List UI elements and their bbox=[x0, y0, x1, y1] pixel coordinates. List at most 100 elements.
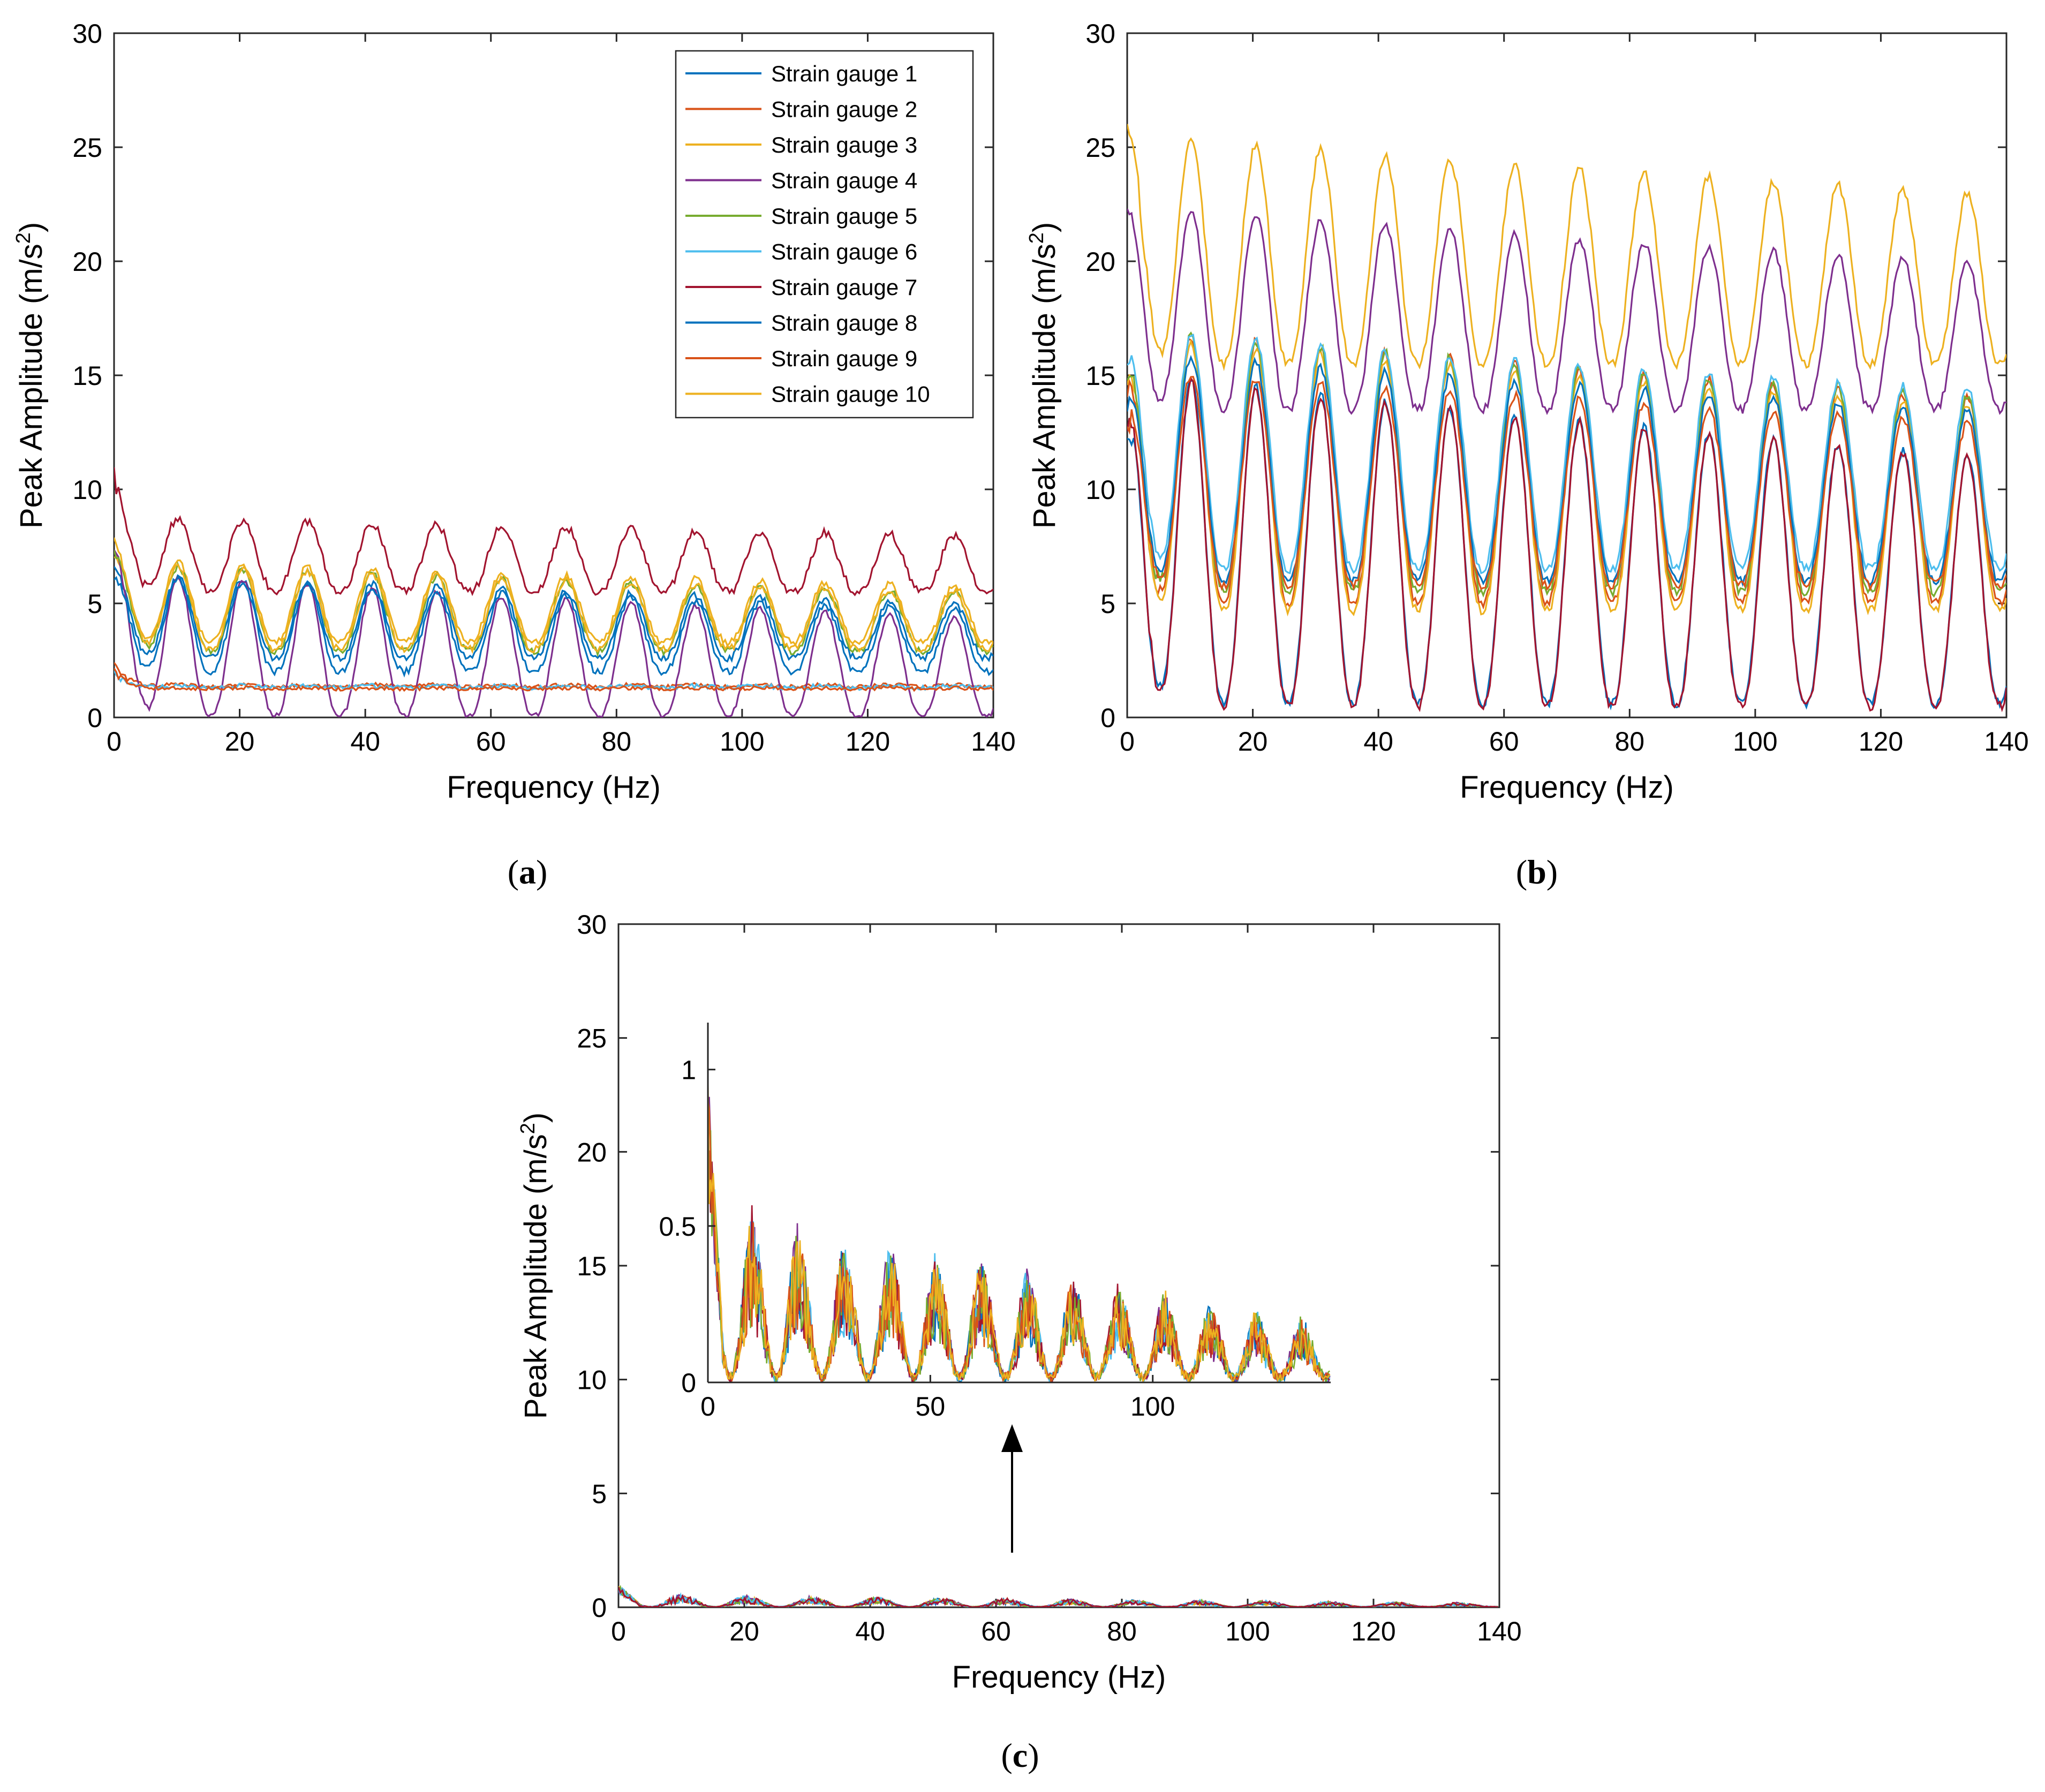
y-tick-label: 0 bbox=[87, 703, 102, 733]
series-group bbox=[618, 1584, 1499, 1607]
y-tick-label: 20 bbox=[72, 247, 102, 277]
x-tick-label: 60 bbox=[1489, 727, 1519, 757]
x-tick-label: 60 bbox=[476, 727, 506, 757]
series-line-3 bbox=[114, 556, 993, 647]
panel-label-letter: b bbox=[1527, 853, 1546, 891]
panel-label-close: ) bbox=[536, 853, 547, 891]
inset-y-tick-label: 0 bbox=[681, 1368, 696, 1398]
y-tick-label: 25 bbox=[1085, 133, 1115, 163]
inset-x-tick-label: 100 bbox=[1130, 1392, 1175, 1421]
y-axis-label-main: Peak Amplitude (m/s bbox=[518, 1134, 553, 1419]
y-axis-label-close: ) bbox=[14, 222, 49, 232]
x-tick-label: 0 bbox=[1120, 727, 1135, 757]
x-tick-label: 0 bbox=[611, 1616, 626, 1646]
x-tick-label: 80 bbox=[1614, 727, 1644, 757]
y-axis-label-sup: 2 bbox=[12, 232, 35, 244]
x-tick-label: 80 bbox=[1107, 1616, 1137, 1646]
x-axis-label: Frequency (Hz) bbox=[447, 770, 661, 805]
inset-x-tick-label: 50 bbox=[916, 1392, 946, 1421]
y-tick-label: 20 bbox=[1085, 247, 1115, 277]
panel-c: 0 20 40 60 80 100 120 140051015202530Frequency … bbox=[517, 910, 1522, 1774]
y-tick-label: 5 bbox=[592, 1479, 607, 1509]
series-line-9 bbox=[114, 668, 993, 692]
x-tick-label: 40 bbox=[350, 727, 380, 757]
panel-label-close: ) bbox=[1546, 853, 1558, 891]
inset-series-line-7 bbox=[708, 1072, 1331, 1382]
series-line-7 bbox=[1127, 376, 2006, 713]
legend-entry: Strain gauge 10 bbox=[771, 382, 930, 407]
legend-entry: Strain gauge 6 bbox=[771, 239, 917, 264]
y-tick-label: 5 bbox=[87, 589, 102, 619]
legend-entry: Strain gauge 1 bbox=[771, 61, 917, 86]
inset-y-tick-label: 0.5 bbox=[659, 1212, 696, 1242]
y-tick-label: 30 bbox=[72, 19, 102, 49]
panel-label-letter: c bbox=[1013, 1736, 1028, 1774]
panel-label-open: ( bbox=[1001, 1736, 1012, 1774]
y-tick-label: 25 bbox=[577, 1024, 607, 1054]
legend-entry: Strain gauge 8 bbox=[771, 311, 917, 336]
panel-label: (c) bbox=[1001, 1736, 1039, 1774]
panel-a: 0 20 40 60 80 100 120 140 0 5 10 15 20 25 30 Frequency … bbox=[12, 19, 1016, 891]
y-tick-label: 15 bbox=[577, 1251, 607, 1281]
y-tick-label: 5 bbox=[1100, 589, 1115, 619]
series-line-8 bbox=[114, 576, 993, 678]
y-axis-label-sup: 2 bbox=[1025, 232, 1048, 244]
series-line-10 bbox=[114, 537, 993, 654]
series-line-9 bbox=[1127, 376, 2006, 592]
series-line-10 bbox=[1127, 124, 2006, 372]
x-axis-label: Frequency (Hz) bbox=[1460, 770, 1674, 805]
legend-box bbox=[675, 50, 974, 419]
y-axis-label-main: Peak Amplitude (m/s bbox=[14, 244, 49, 528]
series-group bbox=[1127, 124, 2006, 713]
x-tick-label: 0 bbox=[107, 727, 122, 757]
series-line-4 bbox=[114, 549, 993, 717]
panel-label: (b) bbox=[1516, 853, 1558, 891]
panel-label: (a) bbox=[508, 853, 548, 891]
panel-label-open: ( bbox=[508, 853, 519, 891]
y-axis-label-close: ) bbox=[518, 1113, 553, 1123]
series-line-1 bbox=[1127, 380, 2006, 710]
legend-entry: Strain gauge 9 bbox=[771, 346, 917, 371]
inset-arrow-head bbox=[1001, 1424, 1023, 1452]
series-line-1 bbox=[114, 566, 993, 663]
y-tick-label: 10 bbox=[72, 475, 102, 505]
y-tick-label: 30 bbox=[1085, 19, 1115, 49]
legend-entry: Strain gauge 3 bbox=[771, 132, 917, 157]
x-tick-label: 140 bbox=[971, 727, 1015, 757]
y-axis-label: Peak Amplitude (m/s2) bbox=[12, 222, 49, 528]
legend-entry: Strain gauge 7 bbox=[771, 275, 917, 300]
x-axis-label: Frequency (Hz) bbox=[952, 1660, 1166, 1695]
inset-series-group bbox=[708, 1072, 1331, 1382]
x-tick-label: 40 bbox=[1363, 727, 1393, 757]
x-tick-label: 80 bbox=[601, 727, 631, 757]
x-tick-label: 100 bbox=[1225, 1616, 1270, 1646]
x-tick-label: 100 bbox=[720, 727, 764, 757]
panel-label-letter: a bbox=[519, 853, 536, 891]
y-tick-label: 10 bbox=[577, 1365, 607, 1395]
y-tick-label: 25 bbox=[72, 133, 102, 163]
x-tick-label: 120 bbox=[846, 727, 890, 757]
series-line-7 bbox=[114, 467, 993, 596]
y-axis-label-close: ) bbox=[1027, 222, 1062, 232]
panel-label-close: ) bbox=[1028, 1736, 1039, 1774]
x-tick-label: 140 bbox=[1477, 1616, 1521, 1646]
legend-entry: Strain gauge 4 bbox=[771, 168, 917, 193]
inset-chart: 0 50 100 0 0.5 1 bbox=[659, 1023, 1331, 1421]
y-axis-label: Peak Amplitude (m/s2) bbox=[1025, 222, 1062, 528]
x-tick-label: 20 bbox=[729, 1616, 759, 1646]
x-tick-label: 60 bbox=[981, 1616, 1011, 1646]
axes-frame bbox=[1126, 32, 2008, 719]
series-line-4 bbox=[1127, 208, 2006, 415]
panel-label-open: ( bbox=[1516, 853, 1527, 891]
y-tick-label: 10 bbox=[1085, 475, 1115, 505]
x-tick-label: 140 bbox=[1984, 727, 2028, 757]
y-axis-label: Peak Amplitude (m/s2) bbox=[517, 1113, 553, 1419]
x-tick-label: 40 bbox=[855, 1616, 885, 1646]
x-tick-label: 100 bbox=[1733, 727, 1777, 757]
legend-entry: Strain gauge 2 bbox=[771, 97, 917, 122]
y-tick-label: 15 bbox=[72, 361, 102, 391]
series-group bbox=[114, 467, 993, 717]
series-line-7 bbox=[618, 1586, 1498, 1607]
y-tick-label: 30 bbox=[577, 910, 607, 940]
